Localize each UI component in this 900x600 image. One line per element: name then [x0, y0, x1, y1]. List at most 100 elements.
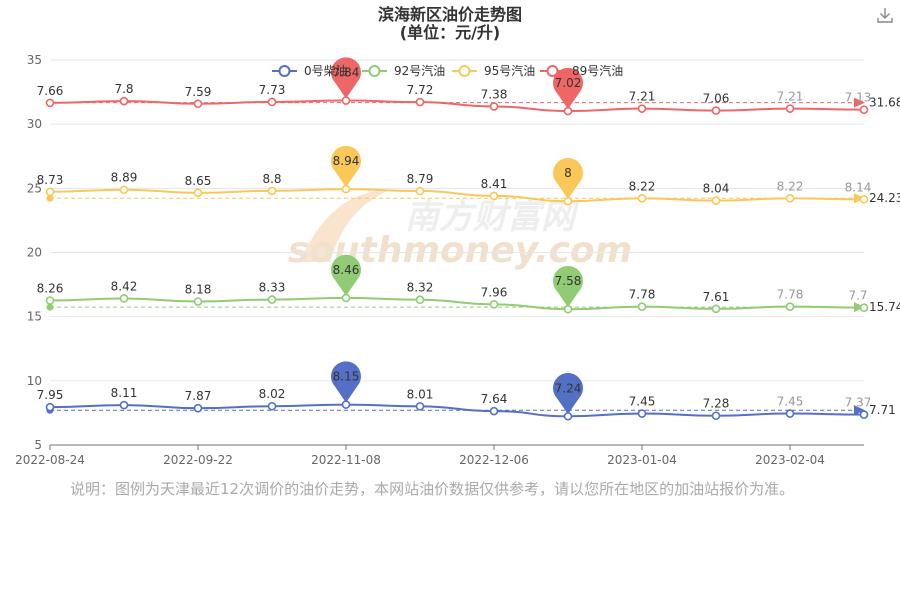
data-label: 8.18: [185, 283, 212, 297]
max-min-markers: 8.15 7.24 8.46 7.58 8.94 8 7.84 7.02: [331, 57, 583, 415]
data-point: [267, 186, 277, 196]
data-point: [489, 406, 499, 416]
average-label: 7.71: [869, 403, 896, 417]
series-line: [49, 188, 865, 203]
grid-lines: [50, 59, 864, 446]
data-point: [637, 194, 647, 203]
data-label: 7.21: [777, 90, 804, 104]
legend-symbol: [368, 65, 381, 77]
data-label: 8.89: [111, 171, 138, 185]
min-marker-label: 7.58: [555, 274, 582, 288]
legend-label: 0号柴油: [304, 64, 348, 78]
data-point: [267, 295, 277, 304]
data-label: 7.21: [629, 90, 656, 104]
data-point: [193, 297, 203, 306]
data-label: 7.87: [185, 389, 212, 403]
axes: 5 10 15 20 25 30 35 2022-08-24 2022-09-22 2022-11…: [15, 53, 825, 467]
data-point: [711, 304, 721, 314]
legend-item[interactable]: 92号汽油: [362, 63, 445, 78]
data-label: 8.14: [845, 180, 872, 194]
data-point: [859, 303, 869, 312]
data-point: [637, 104, 647, 113]
average-start-dot: [46, 194, 54, 202]
average-arrow: [854, 405, 865, 416]
legend-item[interactable]: 95号汽油: [452, 63, 535, 78]
y-tick-label: 15: [27, 310, 42, 324]
data-point: [711, 106, 721, 115]
data-point: [119, 96, 129, 106]
data-point: [415, 295, 425, 305]
data-label: 7.66: [37, 84, 64, 98]
data-point: [859, 410, 869, 419]
data-label: 7.64: [481, 392, 508, 406]
data-label: 8.26: [37, 281, 64, 295]
max-marker-label: 7.84: [333, 66, 360, 80]
data-label: 8.22: [629, 179, 656, 193]
data-point: [415, 97, 425, 107]
footnote: 说明：图例为天津最近12次调价的油价走势，本网站油价数据仅供参考，请以您所在地区…: [70, 480, 795, 498]
data-label: 7.96: [481, 285, 508, 299]
average-start-dot: [46, 303, 54, 311]
data-label: 7.37: [845, 396, 872, 410]
data-label: 7.61: [703, 290, 730, 304]
data-label: 8.01: [407, 387, 434, 401]
max-marker-label: 8.46: [333, 263, 360, 277]
average-label: 31.68: [869, 96, 900, 110]
legend-symbol: [458, 65, 471, 77]
data-label: 7.8: [114, 82, 133, 96]
data-label: 8.8: [262, 172, 281, 186]
legend-symbol: [278, 65, 291, 77]
data-point: [193, 188, 203, 198]
data-point: [193, 99, 203, 109]
legend-label: 89号汽油: [572, 63, 623, 78]
data-label: 7.45: [777, 395, 804, 409]
y-tick-label: 10: [27, 374, 42, 388]
y-tick-label: 35: [27, 53, 42, 67]
y-tick-label: 25: [27, 181, 42, 195]
x-tick-label: 2022-11-08: [311, 453, 381, 467]
data-point: [267, 401, 277, 411]
data-point: [637, 302, 647, 311]
chart-subtitle: (单位：元/升): [400, 23, 500, 42]
data-label: 8.73: [37, 173, 64, 187]
data-point: [859, 105, 869, 114]
data-point: [859, 195, 869, 204]
legend-item[interactable]: 89号汽油: [540, 63, 623, 78]
data-point: [119, 185, 129, 195]
data-point: [415, 402, 425, 411]
min-marker-label: 8: [564, 166, 572, 180]
data-point: [45, 98, 55, 108]
legend-item[interactable]: 0号柴油: [272, 64, 348, 78]
data-point: [489, 300, 499, 309]
data-point: [489, 191, 499, 201]
data-label: 7.7: [848, 289, 867, 303]
data-label: 8.04: [703, 182, 730, 196]
min-marker: [553, 157, 583, 200]
data-label: 7.28: [703, 397, 730, 411]
download-icon[interactable]: [876, 6, 894, 24]
average-label: 24.23: [869, 191, 900, 205]
legend-label: 92号汽油: [394, 63, 445, 78]
data-label: 7.13: [845, 91, 872, 105]
data-point: [711, 411, 721, 421]
data-point: [415, 186, 425, 196]
data-label: 8.22: [777, 179, 804, 193]
max-marker: [331, 254, 361, 296]
legend-label: 95号汽油: [484, 63, 535, 78]
watermark-logo: [300, 190, 390, 262]
average-lines: 7.71 15.74 24.23 31.68: [46, 96, 900, 417]
max-marker: [331, 361, 361, 403]
data-label: 8.65: [185, 174, 212, 188]
data-point: [785, 302, 795, 311]
max-marker-label: 8.94: [333, 154, 360, 168]
data-label: 8.79: [407, 172, 434, 186]
legend[interactable]: 0号柴油 92号汽油 95号汽油 89号汽油: [272, 63, 623, 78]
data-label: 7.95: [37, 388, 64, 402]
data-point: [785, 194, 795, 203]
data-point: [267, 97, 277, 107]
x-tick-label: 2022-12-06: [459, 453, 529, 467]
data-point: [45, 296, 55, 305]
min-marker-label: 7.02: [555, 76, 582, 90]
data-label: 8.41: [481, 177, 508, 191]
